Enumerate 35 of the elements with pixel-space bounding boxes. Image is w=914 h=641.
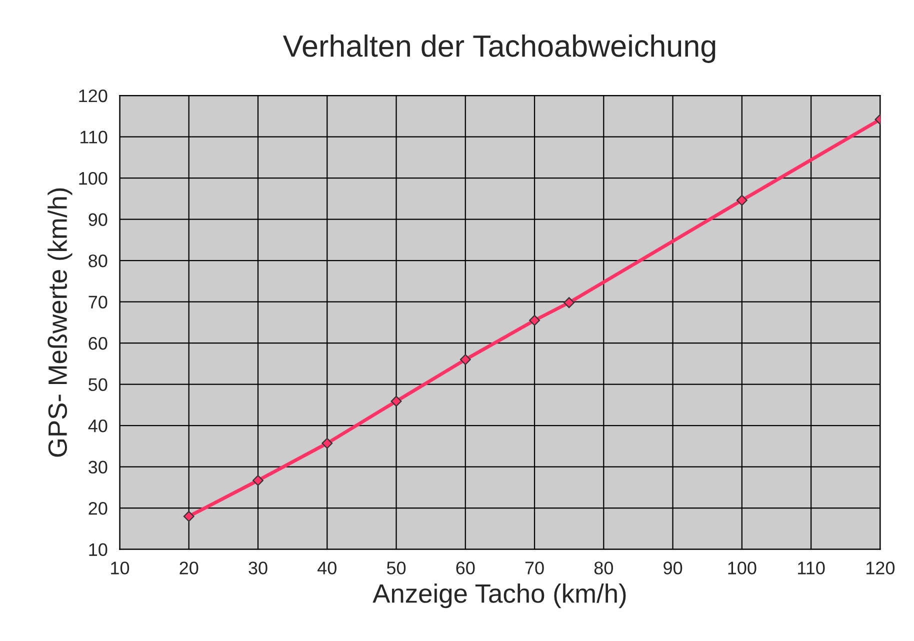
point bbox=[252, 474, 264, 486]
y-tick-label: 90 bbox=[88, 213, 108, 226]
point bbox=[390, 396, 402, 407]
x-tick-label: 50 bbox=[386, 562, 406, 574]
point bbox=[529, 314, 540, 326]
y-tick-label: 70 bbox=[88, 296, 108, 309]
x-tick-label: 60 bbox=[456, 562, 475, 574]
point bbox=[736, 194, 748, 206]
x-tick-label: 10 bbox=[111, 562, 130, 574]
x-tick-label: 80 bbox=[594, 562, 613, 574]
x-tick-label: 70 bbox=[525, 562, 544, 574]
y-tick-label: 20 bbox=[88, 502, 108, 515]
y-tick-label: 60 bbox=[88, 336, 108, 350]
y-tick-label: 40 bbox=[88, 420, 108, 432]
x-tick-label: 20 bbox=[180, 562, 198, 574]
x-tick-label: 90 bbox=[664, 562, 682, 574]
point bbox=[460, 354, 471, 366]
y-tick-label: 120 bbox=[79, 89, 108, 102]
chart-title: Verhalten der Tachoabweichung bbox=[282, 34, 716, 63]
x-axis-title: Anzeige Tacho (km/h) bbox=[372, 584, 626, 608]
x-tick-label: 110 bbox=[798, 562, 825, 574]
y-tick-label: 10 bbox=[89, 543, 108, 556]
point bbox=[564, 297, 575, 308]
y-tick-label: 30 bbox=[88, 460, 108, 474]
x-tick-label: 40 bbox=[318, 562, 336, 574]
x-tick-label: 120 bbox=[866, 562, 895, 574]
x-tick-label: 30 bbox=[248, 562, 268, 574]
x-tick-label: 100 bbox=[728, 562, 756, 574]
y-axis-title: GPS- Meßwerte (km/h) bbox=[48, 188, 72, 457]
y-tick-label: 100 bbox=[79, 172, 108, 185]
y-tick-label: 110 bbox=[80, 130, 108, 144]
y-tick-label: 50 bbox=[88, 378, 108, 392]
point bbox=[183, 510, 194, 522]
y-tick-label: 80 bbox=[88, 254, 108, 268]
point bbox=[322, 438, 333, 449]
